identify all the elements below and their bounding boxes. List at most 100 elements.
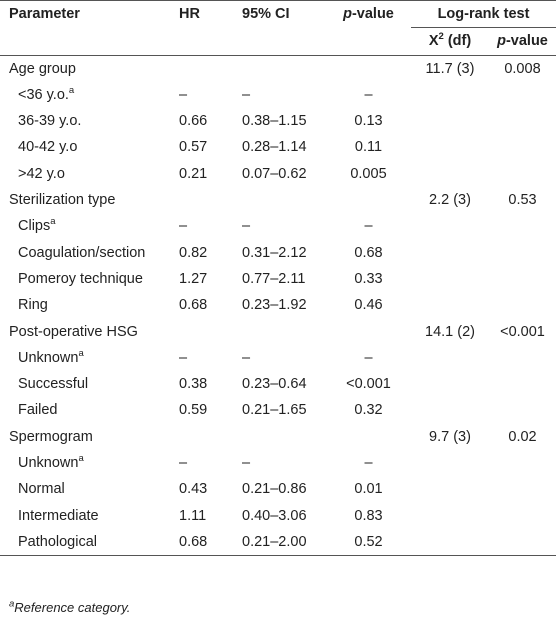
table-row: 40-42 y.o 0.57 0.28–1.14 0.11 [0,134,556,160]
chi-square-cell [411,450,489,476]
parameter-cell: Coagulation/section [18,244,146,261]
log-rank-p-cell: 0.53 [508,192,537,209]
chi-square-cell [411,82,489,108]
hr-cell: 0.59 [179,402,208,419]
hr-cell: – [179,86,188,103]
log-rank-p-cell [489,450,556,476]
hr-cell: 0.68 [173,528,228,557]
table-row: Spermogram 9.7 (3) 0.02 [0,424,556,450]
table-row: 36-39 y.o. 0.66 0.38–1.15 0.13 [0,108,556,134]
p-value-cell: 0.005 [350,165,387,182]
ci-cell: 0.28–1.14 [242,139,307,156]
p-value-header: p-value [343,6,394,22]
parameter-cell: Normal [18,481,65,498]
parameter-header: Parameter [9,6,80,22]
log-rank-p-value-header: p-value [497,33,548,50]
ci-cell: 0.21–0.86 [242,481,307,498]
table-row: Age group 11.7 (3) 0.008 [0,55,556,82]
log-rank-p-cell [489,213,556,239]
chi-square-cell [411,161,489,187]
hr-cell: 0.66 [179,113,208,130]
log-rank-p-cell: <0.001 [500,323,545,340]
parameter-cell: Successful [18,376,89,393]
table-row: Pomeroy technique 1.27 0.77–2.11 0.33 [0,266,556,292]
table-row: Coagulation/section 0.82 0.31–2.12 0.68 [0,240,556,266]
log-rank-p-cell: 0.008 [504,60,541,77]
table-row: Unknowna – – – [0,450,556,476]
hr-cell: 1.11 [179,507,207,524]
chi-square-cell [411,134,489,160]
hr-cell: 1.27 [179,270,208,287]
ci-cell: 0.21–2.00 [228,528,326,557]
table-row: Pathological 0.68 0.21–2.00 0.52 [0,528,556,557]
ci-cell: 0.77–2.11 [242,270,306,287]
chi-square-cell [411,528,489,557]
ci-cell [228,319,326,345]
ci-cell [228,55,326,82]
parameter-cell: Sterilization type [9,192,116,209]
p-value-cell: 0.33 [354,270,383,287]
log-rank-p-cell [489,134,556,160]
p-value-cell: – [364,349,373,366]
log-rank-p-cell [489,82,556,108]
hr-cell [173,55,228,82]
footnote: aReference category. [9,598,131,615]
parameter-cell: Unknowna [18,453,84,472]
p-value-cell: 0.83 [354,507,383,524]
chi-square-cell: 9.7 (3) [429,428,471,445]
hr-cell: – [179,455,188,472]
chi-square-cell [411,108,489,134]
parameter-cell: Intermediate [18,507,99,524]
ci-cell: 0.38–1.15 [242,113,307,130]
parameter-cell: Post-operative HSG [9,323,138,340]
hr-cell: 0.82 [179,244,208,261]
ci-cell: – [242,455,251,472]
table-row: <36 y.o.a – – – [0,82,556,108]
p-value-cell: 0.01 [354,481,383,498]
hr-cell: – [179,349,188,366]
log-rank-p-cell [489,528,556,557]
p-value-cell: 0.13 [354,113,383,130]
p-value-cell [326,424,411,450]
table-row: Successful 0.38 0.23–0.64 <0.001 [0,371,556,397]
chi-square-cell [411,397,489,423]
reference-marker: a [50,216,56,228]
ci-header: 95% CI [242,6,290,22]
parameter-cell: Unknowna [18,348,84,366]
hr-cell [173,187,228,213]
header-row-1: Parameter HR 95% CI p-value Log-rank tes… [0,0,556,29]
parameter-cell: Age group [9,60,76,77]
table-row: Ring 0.68 0.23–1.92 0.46 [0,292,556,318]
parameter-cell: Failed [18,402,58,419]
reference-marker: a [78,348,84,360]
chi-square-cell [411,476,489,502]
table-row: Unknowna – – – [0,345,556,371]
p-value-cell: 0.52 [326,528,411,557]
p-value-cell: 0.46 [354,297,383,314]
hr-cell [173,319,228,345]
results-table: Parameter HR 95% CI p-value Log-rank tes… [0,0,556,557]
table-row: Normal 0.43 0.21–0.86 0.01 [0,476,556,502]
footnote-marker: a [9,598,15,610]
log-rank-p-cell [489,240,556,266]
table-row: Failed 0.59 0.21–1.65 0.32 [0,397,556,423]
chi-square-cell [411,292,489,318]
chi-square-cell [411,213,489,239]
hr-cell [173,424,228,450]
table-row: >42 y.o 0.21 0.07–0.62 0.005 [0,161,556,187]
parameter-cell: <36 y.o.a [18,85,75,103]
chi-square-cell: 11.7 (3) [425,60,475,77]
ci-cell: – [242,349,251,366]
ci-cell: 0.23–0.64 [242,376,307,393]
ci-cell: 0.40–3.06 [242,507,307,524]
table-body: Age group 11.7 (3) 0.008 <36 y.o.a – – – 36-39 … [0,55,556,557]
log-rank-p-cell [489,503,556,529]
parameter-cell: Pathological [0,528,173,557]
chi-square-cell: 2.2 (3) [429,192,471,209]
ci-cell: – [242,86,251,103]
footnote-text: Reference category. [14,600,131,615]
table-row: Clipsa – – – [0,213,556,239]
p-value-cell: 0.68 [354,244,383,261]
ci-cell: – [242,218,251,235]
chi-square-cell [411,503,489,529]
